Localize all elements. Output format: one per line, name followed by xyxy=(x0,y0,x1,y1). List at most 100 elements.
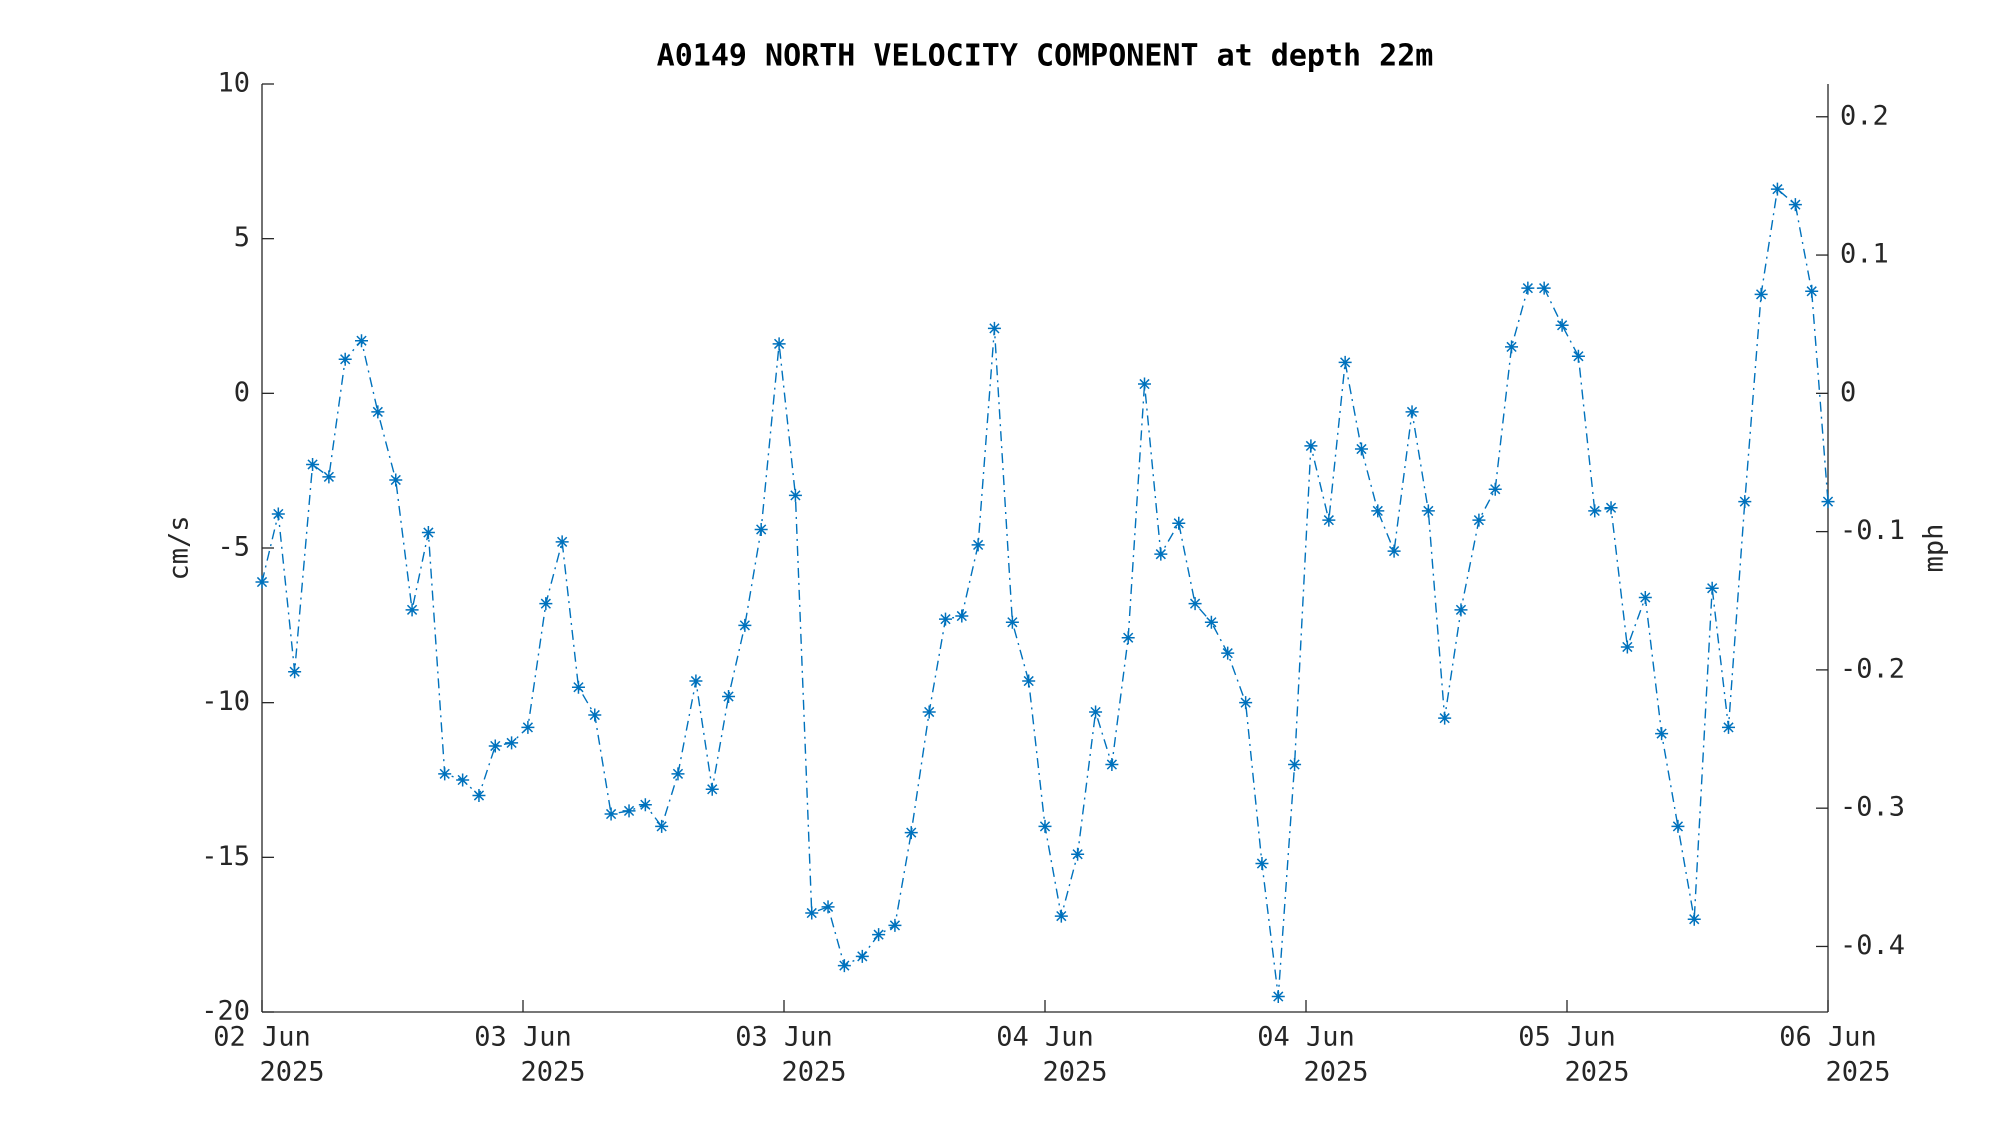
data-point xyxy=(405,603,419,617)
y-tick-label: 0 xyxy=(234,377,250,408)
data-point xyxy=(971,538,985,552)
y2-tick-label: -0.4 xyxy=(1840,930,1905,961)
data-point xyxy=(555,535,569,549)
y-tick-label: 10 xyxy=(217,68,250,99)
x-tick-label: 06 Jun xyxy=(1779,1022,1877,1053)
y-tick-label: -10 xyxy=(201,686,250,717)
data-point xyxy=(1505,340,1519,354)
data-point xyxy=(1405,405,1419,419)
data-point xyxy=(588,708,602,722)
x-tick-label: 2025 xyxy=(781,1057,846,1088)
data-point xyxy=(955,609,969,623)
data-point xyxy=(1770,182,1784,196)
x-tick-label: 03 Jun xyxy=(735,1022,833,1053)
data-point xyxy=(488,739,502,753)
data-point xyxy=(371,405,385,419)
data-point xyxy=(938,612,952,626)
data-point xyxy=(1188,597,1202,611)
data-point xyxy=(837,959,851,973)
data-point xyxy=(754,522,768,536)
data-point xyxy=(1105,758,1119,772)
data-point xyxy=(1655,727,1669,741)
data-point xyxy=(505,736,519,750)
data-point xyxy=(1354,442,1368,456)
data-point xyxy=(1788,198,1802,212)
data-point xyxy=(1537,281,1551,295)
data-point xyxy=(655,819,669,833)
y2-tick-label: 0.2 xyxy=(1840,100,1889,131)
x-tick-label: 2025 xyxy=(1303,1057,1368,1088)
data-point xyxy=(255,575,269,589)
data-point xyxy=(338,352,352,366)
data-point xyxy=(1239,696,1253,710)
data-point xyxy=(1454,603,1468,617)
x-tick-label: 03 Jun xyxy=(474,1022,572,1053)
data-point xyxy=(1721,720,1735,734)
data-point xyxy=(705,782,719,796)
data-point xyxy=(1089,705,1103,719)
data-point xyxy=(288,665,302,679)
data-point xyxy=(539,597,553,611)
data-point xyxy=(638,798,652,812)
x-tick-label: 2025 xyxy=(1825,1057,1890,1088)
data-point xyxy=(1805,284,1819,298)
y2-axis-label: mph xyxy=(1919,524,1950,573)
data-point xyxy=(1821,495,1835,509)
data-point xyxy=(271,507,285,521)
data-point xyxy=(1754,287,1768,301)
data-point xyxy=(738,618,752,632)
data-point xyxy=(1604,501,1618,515)
y-tick-label: -15 xyxy=(201,841,250,872)
data-point xyxy=(855,949,869,963)
data-point xyxy=(1387,544,1401,558)
y-axis-label: cm/s xyxy=(164,515,195,580)
data-point xyxy=(1255,857,1269,871)
data-point xyxy=(1071,847,1085,861)
y2-tick-label: 0.1 xyxy=(1840,239,1889,270)
data-point xyxy=(1221,646,1235,660)
data-point xyxy=(1121,631,1135,645)
data-point xyxy=(1620,640,1634,654)
data-point xyxy=(355,334,369,348)
data-point xyxy=(772,337,786,351)
data-point xyxy=(456,773,470,787)
x-tick-label: 2025 xyxy=(1564,1057,1629,1088)
y2-tick-label: -0.3 xyxy=(1840,792,1905,823)
data-point xyxy=(1738,495,1752,509)
y-tick-label: 5 xyxy=(234,222,250,253)
x-tick-label: 2025 xyxy=(259,1057,324,1088)
y-tick-label: -5 xyxy=(217,532,250,563)
y-tick-label: -20 xyxy=(201,996,250,1027)
data-point xyxy=(389,473,403,487)
x-tick-label: 02 Jun xyxy=(213,1022,311,1053)
data-point xyxy=(438,767,452,781)
data-point xyxy=(722,689,736,703)
data-point xyxy=(904,826,918,840)
data-point xyxy=(1687,912,1701,926)
x-tick-label: 2025 xyxy=(1042,1057,1107,1088)
data-point xyxy=(1438,711,1452,725)
y2-tick-label: -0.2 xyxy=(1840,653,1905,684)
data-point xyxy=(1138,377,1152,391)
data-point xyxy=(1571,349,1585,363)
data-point xyxy=(1288,758,1302,772)
data-point xyxy=(1304,439,1318,453)
y2-tick-label: -0.1 xyxy=(1840,515,1905,546)
chart-title: A0149 NORTH VELOCITY COMPONENT at depth … xyxy=(657,39,1434,74)
data-point xyxy=(922,705,936,719)
data-point xyxy=(1705,581,1719,595)
data-point xyxy=(671,767,685,781)
data-point xyxy=(689,674,703,688)
data-point xyxy=(1022,674,1036,688)
x-tick-label: 05 Jun xyxy=(1518,1022,1616,1053)
data-point xyxy=(306,457,320,471)
data-point xyxy=(1671,819,1685,833)
data-point xyxy=(622,804,636,818)
data-point xyxy=(1005,615,1019,629)
data-point xyxy=(1172,516,1186,530)
data-point xyxy=(1204,615,1218,629)
data-point xyxy=(1638,590,1652,604)
data-point xyxy=(1488,482,1502,496)
x-tick-label: 04 Jun xyxy=(996,1022,1094,1053)
